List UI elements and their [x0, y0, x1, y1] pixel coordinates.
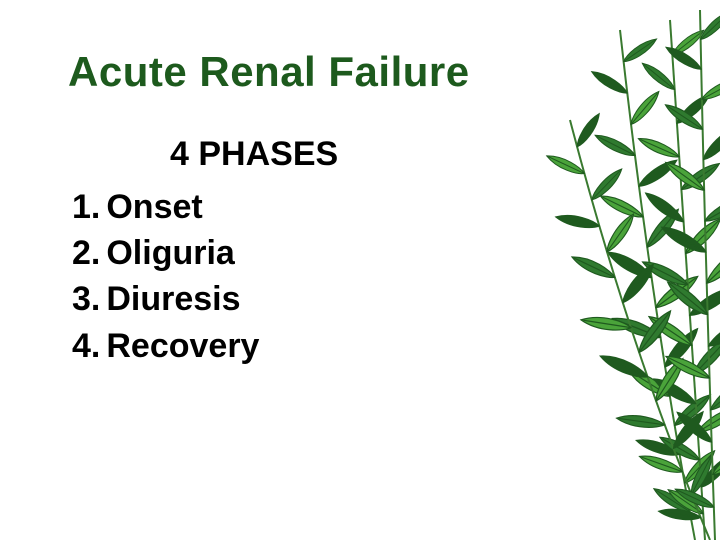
- slide-subtitle: 4 PHASES: [170, 135, 338, 174]
- leaves-icon: [500, 0, 720, 540]
- slide-title: Acute Renal Failure: [68, 48, 470, 96]
- slide: Acute Renal Failure 4 PHASES 1.Onset 2.O…: [0, 0, 720, 540]
- list-label: Oliguria: [106, 234, 234, 272]
- list-number: 4.: [72, 327, 100, 365]
- list-item: 3.Diuresis: [72, 277, 259, 321]
- list-item: 4.Recovery: [72, 324, 259, 368]
- list-label: Onset: [106, 188, 202, 226]
- foliage-decoration: [500, 0, 720, 540]
- list-item: 1.Onset: [72, 185, 259, 229]
- list-item: 2.Oliguria: [72, 231, 259, 275]
- list-number: 2.: [72, 234, 100, 272]
- list-number: 1.: [72, 188, 100, 226]
- list-number: 3.: [72, 280, 100, 318]
- phase-list: 1.Onset 2.Oliguria 3.Diuresis 4.Recovery: [72, 185, 259, 370]
- list-label: Recovery: [106, 327, 259, 365]
- list-label: Diuresis: [106, 280, 240, 318]
